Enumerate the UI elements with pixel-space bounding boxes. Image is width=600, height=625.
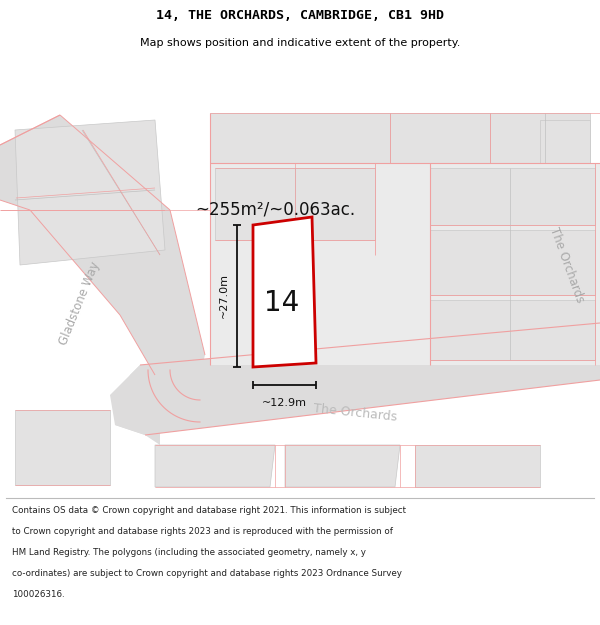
Text: ~255m²/~0.063ac.: ~255m²/~0.063ac. <box>195 201 355 219</box>
Polygon shape <box>115 365 160 445</box>
Polygon shape <box>0 115 205 375</box>
Polygon shape <box>430 300 595 360</box>
Text: 100026316.: 100026316. <box>12 590 65 599</box>
Text: The Orchards: The Orchards <box>547 226 587 304</box>
Text: co-ordinates) are subject to Crown copyright and database rights 2023 Ordnance S: co-ordinates) are subject to Crown copyr… <box>12 569 402 578</box>
Polygon shape <box>215 168 375 240</box>
Polygon shape <box>15 410 110 485</box>
Text: ~27.0m: ~27.0m <box>219 274 229 319</box>
Polygon shape <box>110 323 600 435</box>
Text: to Crown copyright and database rights 2023 and is reproduced with the permissio: to Crown copyright and database rights 2… <box>12 527 393 536</box>
Text: Map shows position and indicative extent of the property.: Map shows position and indicative extent… <box>140 38 460 48</box>
Text: 14: 14 <box>265 289 299 317</box>
Polygon shape <box>430 230 595 295</box>
Polygon shape <box>210 113 590 163</box>
Polygon shape <box>155 445 275 487</box>
Polygon shape <box>540 120 590 163</box>
Text: 14, THE ORCHARDS, CAMBRIDGE, CB1 9HD: 14, THE ORCHARDS, CAMBRIDGE, CB1 9HD <box>156 9 444 22</box>
Polygon shape <box>210 163 600 365</box>
Text: Gladstone Way: Gladstone Way <box>58 259 103 347</box>
Text: Contains OS data © Crown copyright and database right 2021. This information is : Contains OS data © Crown copyright and d… <box>12 506 406 515</box>
Text: HM Land Registry. The polygons (including the associated geometry, namely x, y: HM Land Registry. The polygons (includin… <box>12 548 366 557</box>
Text: The Orchards: The Orchards <box>313 402 398 424</box>
Polygon shape <box>285 445 400 487</box>
Polygon shape <box>15 120 165 265</box>
Polygon shape <box>253 217 316 367</box>
Polygon shape <box>430 168 595 225</box>
Text: ~12.9m: ~12.9m <box>262 398 307 408</box>
Polygon shape <box>415 445 540 487</box>
